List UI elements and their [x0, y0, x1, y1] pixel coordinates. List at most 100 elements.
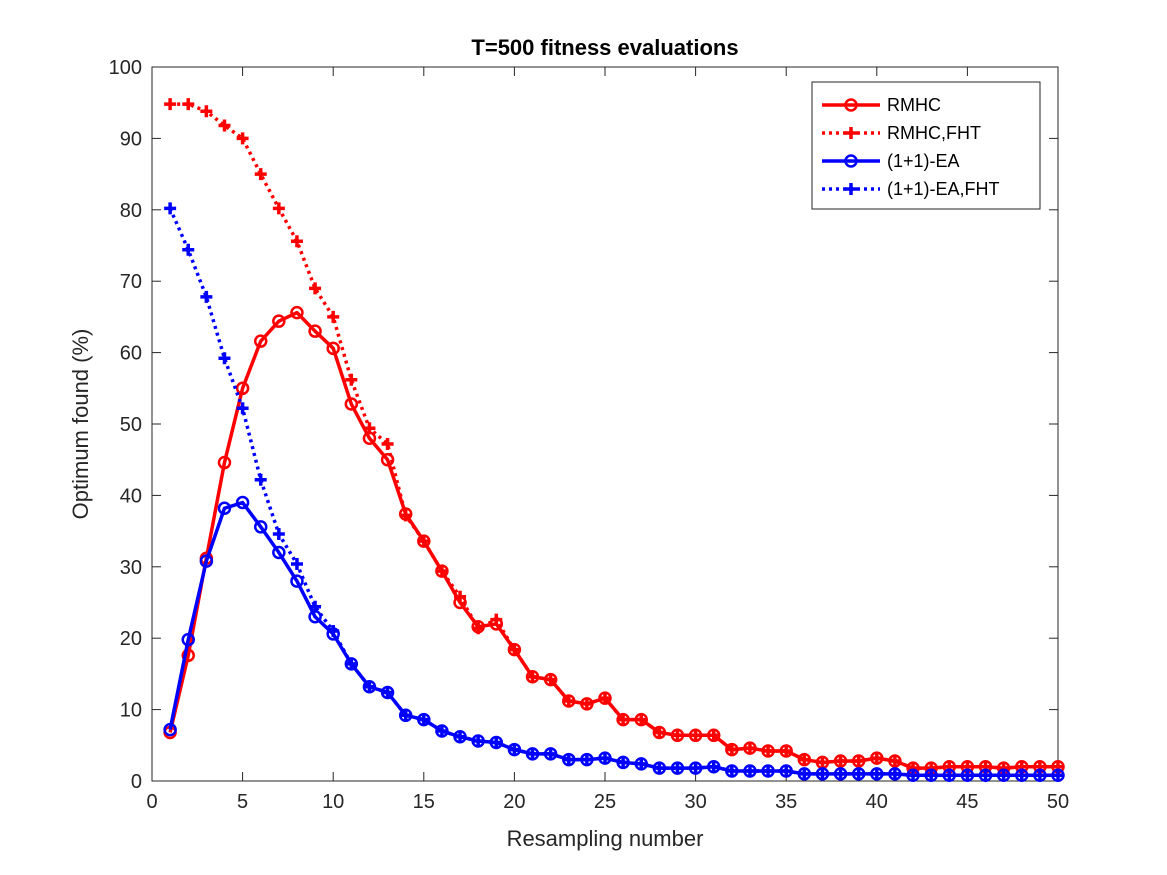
1-1-ea-fht-point: [961, 769, 974, 782]
1-1-ea-fht-point: [580, 753, 593, 766]
1-1-ea-point: [290, 574, 304, 588]
rmhc-fht-point: [508, 643, 521, 656]
1-1-ea-fht-point: [526, 747, 539, 760]
1-1-ea-fht-point: [798, 767, 811, 780]
1-1-ea-fht-point: [381, 686, 394, 699]
rmhc-fht-point: [345, 373, 358, 386]
rmhc-fht-point: [417, 535, 430, 548]
x-tick-label: 20: [503, 791, 525, 813]
1-1-ea-fht-point: [363, 680, 376, 693]
legend-rmhc-point: [844, 98, 858, 112]
x-tick-label: 50: [1047, 791, 1069, 813]
1-1-ea-fht-point: [725, 765, 738, 778]
rmhc-fht-point: [743, 742, 756, 755]
y-axis-title: Optimum found (%): [68, 329, 93, 520]
1-1-ea-fht-point: [399, 709, 412, 722]
rmhc-fht-point: [834, 755, 847, 768]
1-1-ea-fht-point: [743, 765, 756, 778]
rmhc-fht-point: [254, 168, 267, 181]
legend-item-1-1-ea-fht: (1+1)-EA,FHT: [822, 179, 1000, 199]
1-1-ea-fht-point: [816, 767, 829, 780]
1-1-ea-fht-point: [164, 202, 177, 215]
rmhc-fht-point: [671, 729, 684, 742]
1-1-ea-fht-point: [218, 352, 231, 365]
x-axis: 0 5 10 15 20 25 30 35 40 45 50: [146, 67, 1069, 813]
rmhc-fht-point: [435, 565, 448, 578]
rmhc-fht-point: [454, 590, 467, 603]
rmhc-fht-point: [182, 98, 195, 111]
series-layer: [163, 98, 1065, 783]
1-1-ea-fht-point: [272, 527, 285, 540]
1-1-ea-fht-point: [200, 290, 213, 303]
x-tick-label: 15: [413, 791, 435, 813]
rmhc-fht-point: [707, 729, 720, 742]
1-1-ea-fht-point: [1015, 769, 1028, 782]
1-1-ea-fht-point: [852, 767, 865, 780]
y-tick-label: 80: [120, 200, 142, 222]
rmhc-fht-point: [635, 713, 648, 726]
rmhc-fht-point: [544, 673, 557, 686]
1-1-ea-fht-point: [925, 769, 938, 782]
1-1-ea-fht-point: [653, 762, 666, 775]
1-1-ea-fht-point: [490, 736, 503, 749]
1-1-ea-fht-point: [762, 765, 775, 778]
x-tick-label: 30: [684, 791, 706, 813]
rmhc-point: [290, 305, 304, 320]
rmhc-point: [326, 341, 340, 356]
y-tick-label: 10: [120, 700, 142, 722]
rmhc-fht-point: [218, 119, 231, 132]
x-tick-label: 25: [594, 791, 616, 813]
x-tick-label: 35: [775, 791, 797, 813]
1-1-ea-fht-point: [979, 769, 992, 782]
rmhc-fht-point: [599, 692, 611, 705]
rmhc-point: [217, 455, 232, 470]
y-tick-label: 70: [120, 271, 142, 293]
rmhc-fht-point: [653, 726, 666, 739]
y-axis: 0 10 20 30 40 50 60 70 80 90 100: [109, 57, 1058, 793]
y-tick-label: 20: [120, 628, 142, 650]
1-1-ea-point: [235, 495, 250, 510]
1-1-ea-fht-point: [290, 557, 303, 570]
x-axis-title: Resampling number: [507, 826, 704, 851]
rmhc-fht-point: [363, 422, 376, 435]
1-1-ea-fht-point: [1052, 769, 1064, 782]
legend-label: RMHC: [887, 95, 941, 115]
1-1-ea-point: [217, 501, 232, 516]
1-1-ea-fht-point: [943, 769, 956, 782]
legend: RMHC RMHC,FHT (1+1)-EA (1+1)-EA,FHT: [811, 81, 1041, 210]
1-1-ea-fht-point: [254, 473, 267, 486]
rmhc-fht-point: [236, 132, 249, 145]
rmhc-fht-point: [580, 697, 593, 710]
legend-rmhc-fht-point: [845, 127, 857, 139]
rmhc-point: [235, 381, 250, 396]
rmhc-fht-point: [725, 743, 738, 756]
1-1-ea-fht-point: [327, 625, 340, 638]
1-1-ea-fht-point: [689, 762, 702, 775]
1-1-ea-fht-point: [309, 600, 322, 613]
y-tick-label: 0: [131, 771, 142, 793]
series-rmhc-fht: [164, 98, 1064, 775]
1-1-ea-point: [181, 632, 195, 647]
1-1-ea-fht-point: [599, 752, 611, 765]
y-tick-label: 60: [120, 343, 142, 365]
rmhc-fht-point: [689, 729, 702, 742]
1-1-ea-fht-point: [997, 769, 1010, 782]
x-tick-label: 0: [146, 791, 157, 813]
rmhc-fht-point: [381, 437, 394, 450]
rmhc-fht-point: [816, 756, 829, 769]
1-1-ea-point: [272, 545, 286, 560]
legend-item-1-1-ea: (1+1)-EA: [822, 151, 960, 171]
1-1-ea-fht-point: [417, 713, 430, 726]
rmhc-fht-point: [327, 310, 340, 323]
1-1-ea-fht-point: [780, 765, 793, 778]
rmhc-fht-point: [888, 755, 901, 768]
1-1-ea-point: [199, 554, 214, 568]
1-1-ea-fht-point: [182, 243, 195, 256]
rmhc-fht-point: [870, 752, 883, 765]
1-1-ea-fht-point: [617, 756, 630, 769]
1-1-ea-fht-point: [544, 747, 557, 760]
1-1-ea-fht-point: [1033, 769, 1046, 782]
1-1-ea-fht-point: [671, 762, 684, 775]
rmhc-point: [344, 397, 359, 411]
